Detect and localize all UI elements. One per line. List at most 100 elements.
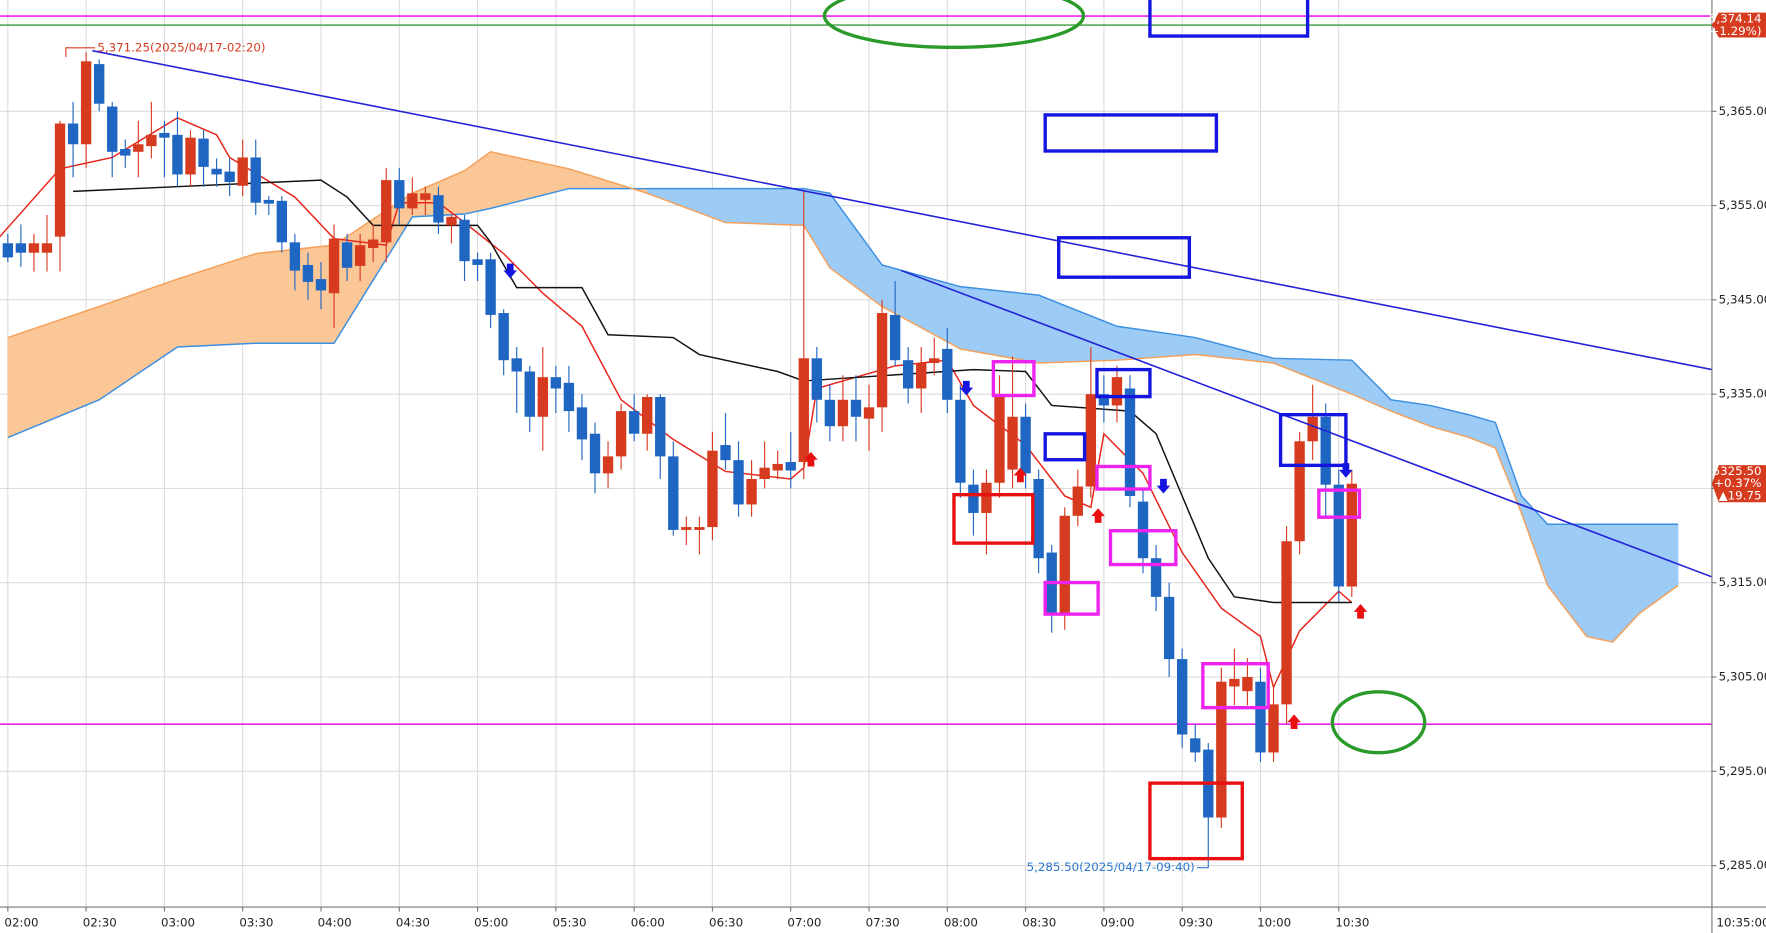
candle-body — [107, 106, 118, 152]
x-tick-label: 08:30 — [1022, 915, 1056, 929]
candle-body — [994, 394, 1005, 483]
candle-body — [916, 363, 927, 389]
candles — [2, 52, 1357, 861]
candle-body — [472, 259, 483, 265]
candle-body — [876, 313, 888, 408]
candle-body — [981, 482, 992, 513]
candle-body — [694, 527, 705, 530]
candle-body — [1072, 486, 1083, 516]
candle-body — [302, 264, 314, 282]
y-tick-label: 5,285.00 — [1719, 858, 1766, 872]
candle-body — [1268, 704, 1279, 753]
y-tick-label: 5,315.00 — [1719, 575, 1766, 589]
x-tick-label: 02:00 — [4, 915, 38, 929]
candle-body — [354, 245, 366, 266]
candle-body — [368, 239, 379, 248]
candle-body — [1281, 541, 1292, 705]
candle-body — [955, 399, 966, 483]
candle-body — [67, 123, 79, 145]
candle-body — [133, 144, 144, 152]
x-tick-label: 07:30 — [866, 915, 900, 929]
candle-body — [1190, 738, 1201, 753]
candle-body — [642, 396, 653, 434]
box-mark — [1108, 529, 1178, 567]
candle-body — [120, 148, 131, 156]
indicator-line — [0, 117, 1353, 690]
x-tick-label: 05:00 — [474, 915, 508, 929]
candle-body — [289, 242, 301, 271]
candle-body — [93, 64, 105, 104]
candle-body — [1033, 479, 1044, 559]
candle-body — [759, 467, 770, 480]
x-tick-label: 08:00 — [944, 915, 978, 929]
candle-body — [550, 377, 562, 389]
candle-body — [902, 360, 914, 389]
candle-body — [263, 199, 274, 204]
box-mark — [1043, 113, 1219, 153]
y-tick-label: 5,295.00 — [1719, 764, 1766, 778]
candle-body — [341, 242, 353, 268]
candle-body — [1163, 596, 1175, 660]
candle-body — [655, 396, 666, 457]
candle-body — [1294, 441, 1305, 542]
candle-body — [1229, 678, 1240, 687]
box-mark — [1043, 432, 1087, 462]
box-mark — [1095, 367, 1152, 399]
ellipse-mark — [822, 0, 1086, 50]
candle-body — [785, 462, 796, 471]
candle-body — [524, 371, 535, 417]
annotation-connector — [1197, 860, 1209, 869]
candle-body — [602, 456, 614, 474]
annotation-label: 5,371.25(2025/04/17-02:20) — [97, 40, 265, 54]
candle-body — [1307, 416, 1318, 442]
x-tick-label: 09:00 — [1101, 915, 1135, 929]
x-tick-label: 10:00 — [1257, 915, 1291, 929]
price-tag-text: +0.37% — [1714, 476, 1761, 490]
candle-body — [237, 157, 248, 186]
box-mark — [1095, 464, 1152, 491]
candle-body — [615, 411, 627, 457]
indicator-line — [73, 179, 1352, 604]
annotation-label: 5,285.50(2025/04/17-09:40) — [1027, 860, 1195, 874]
candle-body — [681, 527, 692, 530]
box-mark — [1317, 488, 1362, 519]
y-tick-label: 5,345.00 — [1719, 292, 1766, 306]
candle-body — [1085, 394, 1097, 487]
x-tick-label: 03:30 — [239, 915, 273, 929]
box-mark — [1043, 580, 1100, 616]
candle-body — [485, 259, 496, 315]
candle-body — [198, 138, 209, 167]
candle-body — [146, 134, 157, 147]
price-tag-box — [1711, 12, 1766, 38]
candle-body — [668, 456, 679, 530]
candle-body — [863, 407, 875, 419]
candle-body — [772, 463, 783, 471]
box-mark — [952, 492, 1035, 545]
x-tick-label: 06:30 — [709, 915, 743, 929]
candle-body — [15, 243, 27, 253]
box-mark — [991, 360, 1036, 398]
price-tag-text: (+1.29%) — [1705, 24, 1762, 38]
candle-body — [1124, 388, 1136, 496]
candle-body — [968, 484, 979, 513]
price-tag-box — [1711, 465, 1766, 503]
candle-body — [563, 382, 575, 412]
overlays — [0, 15, 1712, 725]
y-tick-label: 5,335.00 — [1719, 387, 1766, 401]
candle-body — [276, 200, 288, 243]
cloud-fill — [1586, 523, 1614, 643]
y-tick-label: 5,355.00 — [1719, 198, 1766, 212]
candle-body — [1059, 515, 1070, 614]
box-mark — [1148, 781, 1244, 861]
candle-body — [537, 377, 548, 417]
candle-body — [381, 180, 392, 243]
candle-body — [41, 243, 53, 253]
x-tick-label: 07:00 — [787, 915, 821, 929]
trend-line — [900, 269, 1712, 578]
candle-body — [328, 238, 340, 294]
price-tag-text: ▲19.75 — [1719, 489, 1762, 503]
candle-body — [798, 358, 809, 463]
candle-body — [511, 358, 522, 372]
